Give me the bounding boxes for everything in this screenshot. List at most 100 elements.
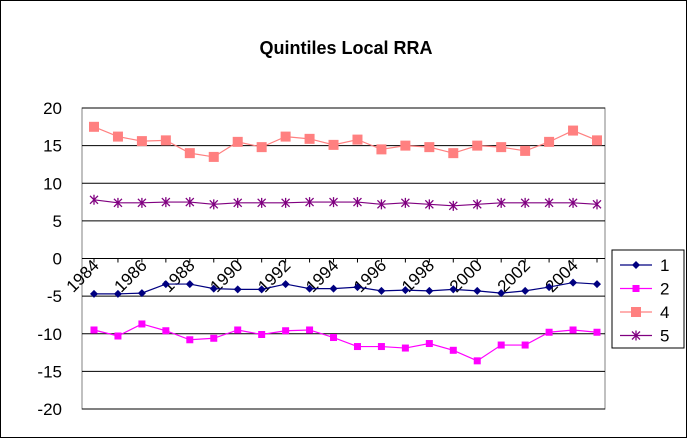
marker [329, 197, 338, 208]
marker [449, 346, 457, 354]
legend-marker [631, 307, 641, 317]
marker [305, 284, 314, 293]
marker [329, 284, 338, 293]
marker [569, 278, 578, 287]
legend-label: 2 [660, 280, 669, 299]
marker [376, 199, 386, 210]
marker [160, 135, 171, 146]
marker [161, 197, 171, 208]
marker [89, 194, 99, 205]
marker [448, 200, 458, 211]
marker [352, 134, 363, 145]
y-tick-label: -5 [47, 287, 62, 306]
marker [520, 197, 530, 208]
marker [592, 199, 602, 210]
marker [425, 286, 434, 295]
marker [304, 133, 315, 144]
marker [545, 283, 554, 292]
marker [113, 197, 123, 208]
marker [186, 336, 194, 344]
marker [112, 131, 123, 142]
marker [568, 197, 578, 208]
marker [233, 285, 242, 294]
marker [257, 285, 266, 294]
marker [400, 140, 411, 151]
marker [496, 142, 507, 153]
y-tick-label: 5 [53, 212, 62, 231]
marker [137, 289, 146, 298]
marker [234, 326, 242, 334]
marker [496, 197, 506, 208]
marker [113, 289, 122, 298]
y-tick-label: -10 [37, 325, 62, 344]
y-tick-label: -20 [37, 400, 62, 419]
marker [377, 286, 386, 295]
marker [353, 197, 362, 208]
y-tick-label: 0 [53, 250, 62, 269]
marker [544, 197, 554, 208]
legend-label: 1 [660, 256, 669, 275]
marker [425, 340, 433, 348]
marker [280, 131, 291, 142]
marker [569, 326, 577, 334]
series-line [93, 199, 598, 207]
marker [400, 197, 410, 208]
legend-label: 5 [660, 327, 669, 346]
chart-title: Quintiles Local RRA [259, 38, 432, 58]
marker [232, 136, 243, 147]
legend-marker [631, 330, 641, 341]
marker [305, 197, 315, 208]
marker [258, 331, 266, 339]
marker [162, 327, 170, 335]
marker [137, 197, 147, 208]
marker [401, 344, 409, 352]
marker [472, 199, 482, 210]
marker [473, 357, 481, 365]
marker [184, 148, 195, 159]
y-tick-label: 10 [43, 174, 62, 193]
marker [89, 121, 99, 132]
marker [185, 280, 194, 289]
series-line [94, 281, 598, 295]
marker [424, 142, 435, 153]
marker [256, 142, 267, 153]
marker [257, 197, 267, 208]
legend-label: 4 [660, 303, 669, 322]
marker [282, 327, 290, 335]
marker [138, 320, 146, 328]
marker [521, 341, 529, 349]
marker [497, 341, 505, 349]
marker [593, 280, 601, 289]
series-line [93, 323, 598, 362]
marker [330, 334, 338, 342]
y-tick-label: -15 [37, 362, 62, 381]
marker [281, 197, 291, 208]
legend-box [611, 249, 685, 349]
marker [472, 140, 483, 151]
marker [233, 197, 243, 208]
marker [449, 285, 458, 294]
marker [377, 343, 385, 351]
marker [593, 328, 601, 336]
marker [401, 286, 410, 295]
legend-marker [632, 261, 640, 269]
marker [592, 135, 602, 146]
legend-marker [632, 285, 640, 292]
marker [521, 286, 530, 295]
marker [90, 289, 98, 298]
marker [136, 136, 147, 147]
marker [448, 148, 459, 159]
marker [185, 197, 195, 208]
y-tick-label: 20 [43, 99, 62, 118]
marker [208, 151, 219, 162]
marker [424, 199, 434, 210]
marker [544, 136, 555, 147]
marker [210, 334, 218, 342]
marker [497, 289, 506, 298]
marker [328, 139, 339, 150]
marker [161, 280, 170, 289]
marker [281, 280, 290, 289]
marker [90, 326, 98, 334]
marker [353, 283, 362, 292]
